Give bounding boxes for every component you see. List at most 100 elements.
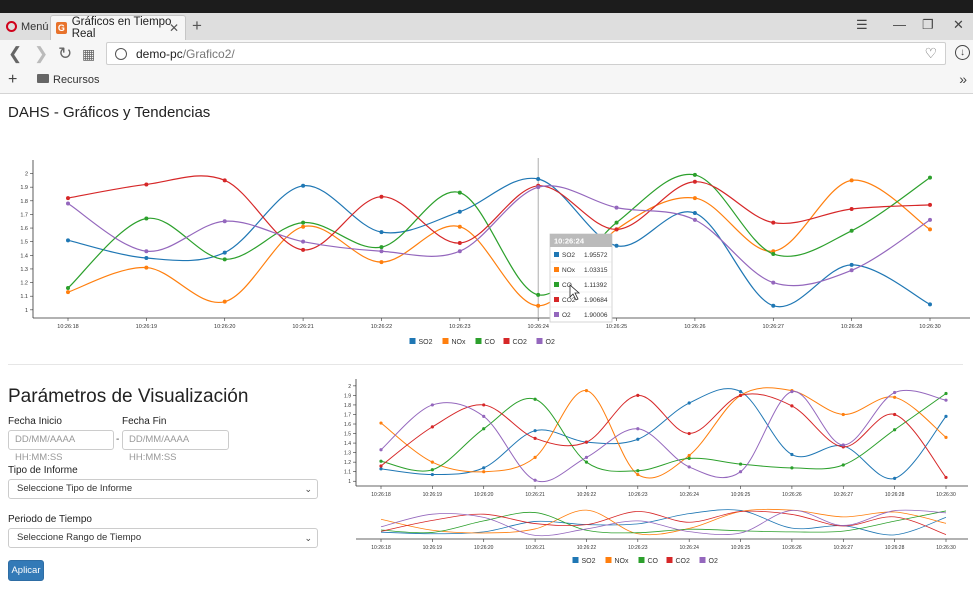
tooltip-box [549, 233, 613, 323]
x-tick-label: 10:26:22 [371, 324, 392, 330]
download-icon[interactable]: ↓ [955, 45, 970, 60]
data-point-so2 [893, 476, 897, 480]
chevron-down-icon: ⌄ [304, 533, 312, 543]
url-field[interactable]: demo-pc/Grafico2/ ♡ [106, 42, 946, 65]
window-close-icon[interactable]: ✕ [953, 17, 964, 32]
x-tick-label: 10:26:24 [679, 492, 699, 498]
bookmark-recursos[interactable]: Recursos [53, 74, 100, 86]
x-tick-label: 10:26:21 [525, 492, 545, 498]
y-tick-label: 1.1 [20, 294, 28, 300]
data-point-o2 [841, 443, 845, 447]
legend-label-so2: SO2 [582, 558, 596, 565]
tab-menu-icon[interactable]: ☰ [856, 17, 868, 32]
data-point-o2 [893, 390, 897, 395]
legend-swatch-co [638, 557, 645, 563]
data-point-so2 [533, 429, 537, 433]
data-point-co [66, 286, 70, 291]
legend-swatch-nox [442, 338, 449, 344]
y-tick-label: 1.3 [344, 451, 351, 457]
navigator-line-o2 [380, 509, 947, 537]
page-title: DAHS - Gráficos y Tendencias [8, 104, 211, 121]
data-point-co2 [379, 464, 383, 468]
data-point-o2 [457, 249, 462, 254]
data-point-so2 [301, 183, 306, 188]
chevron-more-icon[interactable]: » [959, 71, 967, 87]
data-point-nox [66, 290, 70, 295]
globe-icon [115, 47, 127, 60]
add-bookmark-icon[interactable]: + [8, 71, 18, 88]
tab-active[interactable]: G Gráficos en Tiempo Real ✕ [50, 15, 186, 40]
data-point-so2 [379, 467, 383, 471]
data-point-so2 [687, 401, 691, 405]
series-line-o2 [67, 185, 931, 287]
y-tick-label: 1.1 [344, 470, 351, 476]
legend-label-co: CO [648, 558, 659, 565]
data-point-o2 [144, 249, 149, 254]
periodo-select[interactable]: Seleccione Rango de Tiempo ⌄ [8, 528, 318, 548]
data-point-co [928, 175, 932, 180]
close-icon[interactable]: ✕ [168, 21, 179, 35]
y-tick-label: 1.5 [20, 240, 28, 246]
x-tick-label: 10:26:22 [577, 492, 597, 498]
legend-label-o2: O2 [546, 339, 555, 346]
opera-menu-button[interactable]: Menú [0, 13, 56, 40]
data-point-so2 [457, 209, 462, 214]
tooltip-series-value: 1.90684 [584, 297, 608, 304]
data-point-co2 [482, 403, 486, 407]
data-point-so2 [144, 256, 149, 261]
y-tick-label: 1.7 [20, 212, 28, 218]
data-point-so2 [379, 230, 384, 235]
navigator-line-so2 [380, 509, 947, 536]
reload-icon[interactable]: ↻ [58, 44, 73, 63]
data-point-co [893, 428, 897, 432]
apply-button[interactable]: Aplicar [8, 560, 44, 581]
data-point-so2 [482, 466, 486, 470]
data-point-co2 [738, 393, 743, 397]
tooltip-swatch-co [554, 282, 559, 287]
forward-icon[interactable]: ❯ [34, 44, 49, 63]
minimize-icon[interactable]: — [893, 17, 906, 32]
data-point-o2 [738, 470, 743, 474]
speed-dial-icon[interactable]: ▦ [82, 46, 96, 62]
tab-favicon-icon: G [56, 22, 67, 34]
y-tick-label: 1.4 [20, 253, 28, 259]
data-point-o2 [849, 268, 854, 273]
data-point-co2 [222, 178, 227, 183]
data-point-so2 [536, 176, 541, 181]
os-title-bar [0, 0, 973, 13]
address-bar: ❮ ❯ ↻ ▦ demo-pc/Grafico2/ ♡ ↓ [0, 40, 973, 68]
data-point-co2 [614, 227, 619, 232]
x-tick-label: 10:26:27 [763, 324, 784, 330]
data-point-co2 [893, 412, 897, 417]
opera-logo-icon [6, 21, 17, 32]
data-point-o2 [222, 219, 227, 224]
tooltip-series-value: 1.03315 [584, 267, 608, 274]
legend-label-co2: CO2 [513, 339, 528, 346]
new-tab-icon[interactable]: + [192, 16, 202, 35]
fecha-inicio-input[interactable]: DD/MM/AAAA HH:MM:SS [8, 430, 114, 463]
data-point-co [849, 228, 854, 233]
data-point-co [584, 460, 589, 464]
y-tick-label: 2 [25, 172, 28, 178]
data-point-co [222, 257, 227, 262]
tipo-informe-select[interactable]: Seleccione Tipo de Informe ⌄ [8, 479, 318, 499]
heart-icon[interactable]: ♡ [924, 45, 937, 61]
fecha-fin-input[interactable]: DD/MM/AAAA HH:MM:SS [122, 430, 229, 463]
y-tick-label: 1.8 [20, 199, 28, 205]
legend-swatch-o2 [536, 338, 543, 344]
restore-icon[interactable]: ❐ [922, 17, 934, 32]
tooltip-swatch-so2 [554, 252, 559, 257]
data-point-co [944, 391, 948, 396]
legend-label-co2: CO2 [676, 558, 691, 565]
navigator-tick-label: 10:26:21 [525, 545, 545, 551]
data-point-o2 [379, 448, 383, 452]
data-point-co2 [457, 241, 462, 246]
back-icon[interactable]: ❮ [8, 44, 23, 63]
y-tick-label: 1.9 [344, 393, 351, 399]
data-point-o2 [66, 201, 70, 206]
data-point-nox [636, 472, 640, 477]
data-point-co [692, 172, 697, 177]
data-point-co2 [533, 436, 537, 440]
legend-swatch-o2 [699, 557, 706, 563]
series-line-so2 [380, 388, 947, 480]
